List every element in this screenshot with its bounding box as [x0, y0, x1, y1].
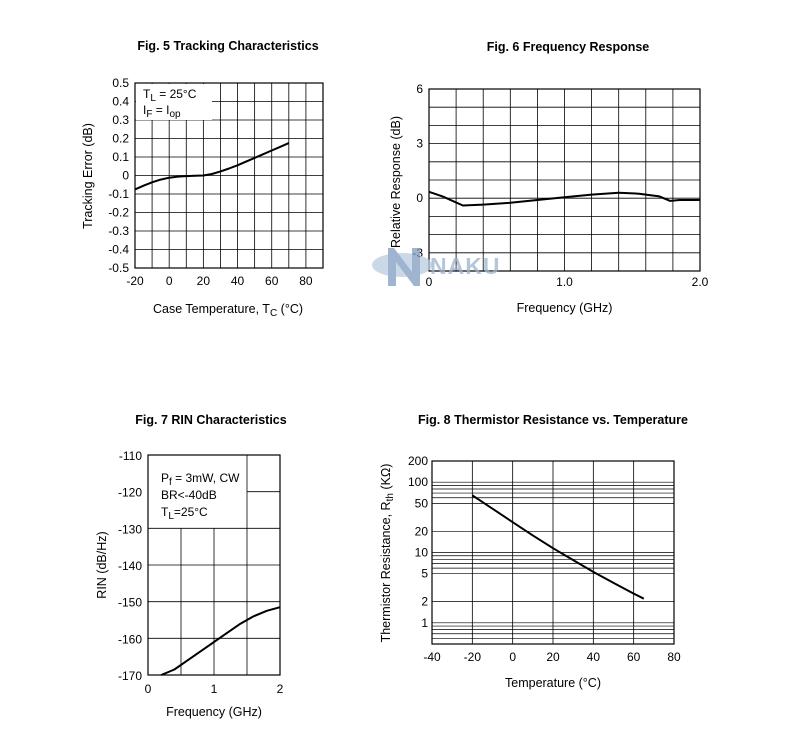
plot-frame-0 — [134, 82, 324, 269]
x-tick-label: -20 — [126, 274, 144, 288]
y-tick-label: 100 — [408, 475, 428, 489]
annotation-text: TL = 25°C — [143, 87, 197, 104]
chart-title: Fig. 5 Tracking Characteristics — [137, 39, 318, 53]
annotation-text: TL=25°C — [161, 505, 208, 522]
y-tick-label: 3 — [416, 137, 423, 151]
watermark-text: NAKU — [430, 253, 500, 279]
x-tick-label: -20 — [464, 650, 482, 664]
plot-frame-3 — [431, 460, 675, 645]
chart-title: Fig. 6 Frequency Response — [487, 40, 650, 54]
y-tick-label: -0.4 — [108, 243, 129, 257]
series-line-1-0 — [428, 190, 700, 207]
x-tick-label: 1 — [211, 682, 218, 696]
y-tick-label: -0.3 — [108, 224, 129, 238]
x-tick-label: 60 — [265, 274, 279, 288]
chart-title: Fig. 8 Thermistor Resistance vs. Tempera… — [418, 413, 688, 427]
x-tick-label: 1.0 — [556, 275, 573, 289]
series-line-0-0 — [134, 142, 290, 191]
y-tick-label: 0.5 — [112, 76, 129, 90]
x-tick-label: -40 — [423, 650, 441, 664]
x-tick-label: 60 — [627, 650, 641, 664]
y-tick-label: -110 — [119, 449, 142, 463]
x-tick-label: 2 — [277, 682, 284, 696]
y-tick-label: 50 — [415, 496, 429, 510]
x-tick-label: 0 — [166, 274, 173, 288]
x-tick-label: 2.0 — [692, 275, 709, 289]
series-line-3-0 — [471, 494, 645, 600]
y-tick-label: -0.1 — [108, 187, 129, 201]
annotation-box — [136, 84, 212, 120]
y-tick-label: 1 — [421, 616, 428, 630]
annotation-text: Pf = 3mW, CW — [161, 471, 240, 488]
y-tick-label: 20 — [415, 524, 429, 538]
x-tick-label: 80 — [667, 650, 681, 664]
y-axis-label: RIN (dB/Hz) — [95, 531, 109, 598]
y-tick-label: 0.1 — [112, 150, 129, 164]
y-tick-label: 0.4 — [112, 95, 129, 109]
plot-frame-1 — [428, 88, 701, 272]
y-tick-label: 2 — [421, 595, 428, 609]
x-tick-label: 20 — [197, 274, 211, 288]
annotation-text: IF = Iop — [143, 103, 181, 120]
y-axis-label: Relative Response (dB) — [389, 116, 403, 248]
series-line-2-0 — [160, 606, 281, 676]
y-tick-label: 0.3 — [112, 113, 129, 127]
y-tick-label: 10 — [415, 546, 429, 560]
annotation-text: BR<-40dB — [161, 488, 217, 502]
x-tick-label: 80 — [299, 274, 313, 288]
watermark-logo: NAKU — [372, 248, 500, 286]
y-axis-label: Tracking Error (dB) — [81, 123, 95, 229]
y-tick-label: -0.2 — [108, 206, 129, 220]
x-tick-label: 0 — [509, 650, 516, 664]
y-tick-label: -150 — [118, 596, 142, 610]
x-tick-label: 0 — [145, 682, 152, 696]
y-tick-label: -0.5 — [108, 261, 129, 275]
x-tick-label: 40 — [587, 650, 601, 664]
y-tick-label: -140 — [118, 559, 142, 573]
plot-frame-2 — [147, 454, 281, 676]
x-axis-label: Case Temperature, TC (°C) — [153, 302, 303, 319]
y-tick-label: 6 — [416, 82, 423, 96]
y-tick-label: 5 — [421, 567, 428, 581]
y-tick-label: 0 — [416, 191, 423, 205]
x-tick-label: 40 — [231, 274, 245, 288]
x-tick-label: 20 — [546, 650, 560, 664]
y-axis-label: Thermistor Resistance, Rth (KΩ) — [379, 464, 396, 643]
y-tick-label: 0.2 — [112, 132, 129, 146]
y-tick-label: -160 — [118, 632, 142, 646]
watermark-n-glyph — [388, 248, 420, 286]
y-tick-label: -130 — [118, 522, 142, 536]
x-tick-label: 0 — [426, 275, 433, 289]
y-tick-label: -120 — [118, 486, 142, 500]
x-axis-label: Frequency (GHz) — [517, 301, 613, 315]
y-tick-label: 200 — [408, 454, 428, 468]
y-tick-label: -170 — [118, 669, 142, 683]
chart-title: Fig. 7 RIN Characteristics — [135, 413, 286, 427]
x-axis-label: Temperature (°C) — [505, 676, 601, 690]
y-tick-label: 0 — [122, 169, 129, 183]
x-axis-label: Frequency (GHz) — [166, 705, 262, 719]
